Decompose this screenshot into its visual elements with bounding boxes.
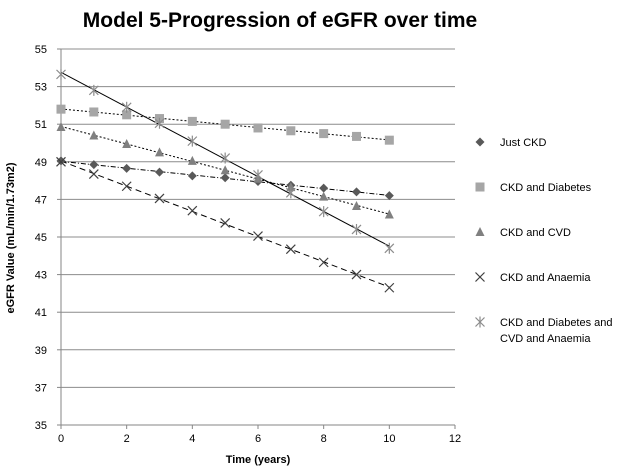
data-point-series-5: [253, 169, 263, 181]
data-point-series-5: [187, 135, 198, 147]
data-point-series-2: [384, 135, 394, 145]
trendline-series-4: [60, 160, 390, 288]
y-axis-label: eGFR Value (mL/min/1.73m2): [5, 162, 17, 313]
data-point-series-2: [319, 129, 329, 139]
data-point-series-3: [56, 122, 66, 132]
data-point-series-5: [121, 101, 132, 113]
y-tick-label: 35: [35, 420, 47, 432]
legend-marker-series-5: [475, 316, 485, 328]
x-tick-label: 4: [189, 433, 195, 445]
data-point-series-4: [187, 205, 198, 216]
data-point-series-5: [220, 152, 231, 164]
x-tick-label: 12: [449, 433, 461, 445]
x-tick-label: 6: [255, 433, 261, 445]
data-point-series-4: [253, 231, 263, 241]
grid: [61, 48, 455, 388]
data-point-series-1: [384, 191, 394, 201]
data-point-series-4: [56, 156, 66, 167]
legend-label-series-3: CKD and CVD: [500, 227, 571, 239]
data-point-series-3: [352, 200, 361, 210]
data-point-series-5: [56, 68, 66, 80]
data-point-series-1: [187, 171, 197, 181]
legend-label-series-4: CKD and Anaemia: [500, 272, 591, 284]
data-point-series-5: [318, 206, 329, 218]
data-point-series-5: [154, 117, 165, 129]
data-point-series-4: [154, 193, 165, 204]
data-point-series-4: [121, 181, 132, 192]
data-point-series-5: [384, 242, 395, 254]
y-tick-label: 53: [35, 82, 47, 94]
legend-marker-series-4: [475, 272, 485, 282]
data-point-series-5: [351, 223, 362, 235]
y-tick-label: 43: [35, 270, 47, 282]
data-point-series-2: [89, 107, 99, 117]
data-point-series-4: [351, 269, 362, 280]
legend-label-series-2: CKD and Diabetes: [500, 182, 592, 194]
legend-marker-series-1: [475, 137, 485, 147]
data-point-series-2: [352, 131, 361, 141]
data-point-series-3: [319, 191, 329, 201]
y-tick-label: 55: [35, 44, 47, 56]
legend-marker-series-3: [475, 227, 485, 236]
x-tick-label: 2: [124, 433, 130, 445]
y-tick-label: 39: [35, 345, 47, 357]
data-point-series-1: [220, 173, 230, 183]
legend-marker-series-2: [475, 182, 485, 192]
y-tick-label: 47: [35, 194, 47, 206]
axes: [57, 48, 456, 429]
data-point-series-2: [187, 116, 197, 126]
y-tick-label: 45: [35, 232, 47, 244]
data-point-series-5: [88, 84, 99, 96]
data-point-series-3: [220, 165, 230, 175]
tick-labels: 35 37 39 41 43 45 47 49 51 53 55 0 2 4 6 8 10 12: [35, 44, 461, 445]
markers: [56, 68, 395, 293]
data-point-series-2: [56, 104, 66, 114]
data-point-series-1: [56, 156, 66, 166]
data-point-series-3: [187, 155, 197, 165]
data-point-series-3: [122, 138, 132, 148]
y-tick-label: 41: [35, 307, 47, 319]
data-point-series-5: [285, 187, 296, 199]
y-tick-label: 51: [35, 119, 47, 131]
data-point-series-4: [285, 244, 296, 255]
data-point-series-2: [220, 119, 230, 129]
x-tick-label: 10: [383, 433, 395, 445]
data-point-series-4: [88, 169, 99, 179]
data-point-series-3: [89, 130, 99, 140]
legend-label-series-1: Just CKD: [500, 137, 547, 149]
data-point-series-2: [122, 110, 132, 120]
chart-title: Model 5-Progression of eGFR over time: [83, 9, 477, 32]
data-point-series-3: [384, 209, 394, 219]
data-point-series-4: [384, 282, 395, 293]
data-point-series-2: [286, 126, 296, 136]
data-point-series-4: [220, 217, 231, 228]
x-axis-label: Time (years): [226, 454, 291, 466]
data-point-series-1: [89, 160, 99, 170]
data-point-series-3: [286, 182, 296, 192]
data-point-series-1: [319, 183, 329, 193]
data-point-series-4: [318, 257, 329, 268]
data-point-series-2: [253, 123, 263, 133]
x-tick-label: 0: [58, 433, 64, 445]
x-tick-label: 8: [321, 433, 327, 445]
y-tick-label: 49: [35, 157, 47, 169]
data-point-series-1: [352, 187, 361, 197]
legend: Just CKD CKD and Diabetes CKD and CVD CKD a…: [475, 137, 613, 345]
legend-label-series-5: CKD and Diabetes and CVD and Anaemia: [500, 317, 613, 345]
y-tick-label: 37: [35, 382, 47, 394]
data-point-series-1: [155, 167, 164, 177]
data-point-series-1: [122, 163, 132, 173]
data-point-series-3: [155, 147, 164, 157]
